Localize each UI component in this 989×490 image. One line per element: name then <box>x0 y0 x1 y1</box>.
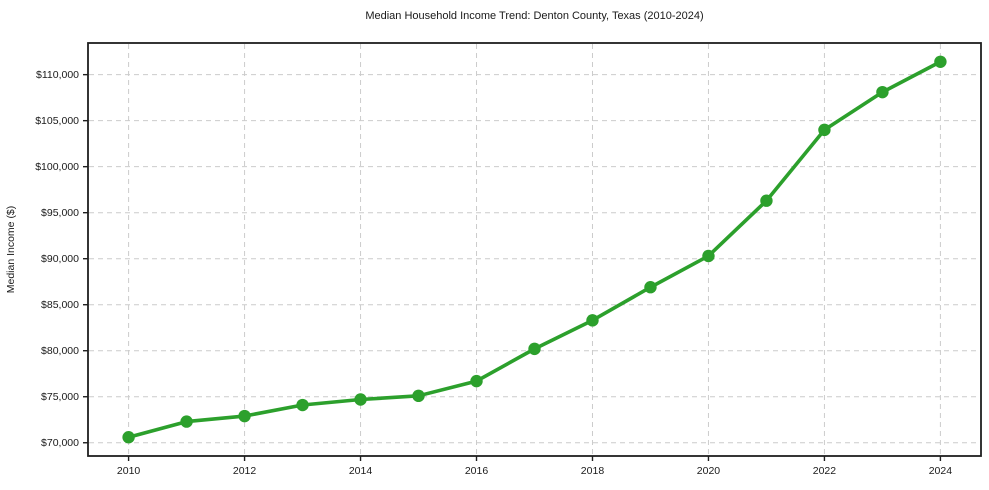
data-point <box>296 398 309 412</box>
x-tick-label: 2014 <box>349 465 373 477</box>
y-tick-label: $80,000 <box>41 345 79 357</box>
y-tick-label: $90,000 <box>41 253 79 265</box>
data-point <box>238 409 251 423</box>
plot-border <box>87 42 982 457</box>
y-tick-label: $75,000 <box>41 391 79 403</box>
data-point <box>702 249 715 263</box>
x-tick-label: 2018 <box>581 465 605 477</box>
x-tick-label: 2010 <box>117 465 141 477</box>
data-point <box>470 374 483 388</box>
data-point <box>818 123 831 137</box>
y-tick-label: $110,000 <box>36 69 79 81</box>
data-point <box>644 281 657 294</box>
income-trend-line <box>126 59 943 440</box>
x-tick-label: 2016 <box>465 465 489 477</box>
data-point <box>122 431 135 444</box>
data-point <box>760 194 773 207</box>
y-tick-label: $85,000 <box>41 299 79 311</box>
data-point <box>412 389 425 403</box>
y-tick-label: $95,000 <box>41 207 79 219</box>
x-tick-label: 2012 <box>233 465 257 477</box>
data-point <box>586 314 599 327</box>
x-tick-label: 2024 <box>929 465 953 477</box>
y-axis-label: Median Income ($) <box>5 206 17 294</box>
data-point <box>180 415 193 428</box>
data-point <box>876 85 889 99</box>
chart-title: Median Household Income Trend: Denton Co… <box>365 10 704 22</box>
x-tick-label: 2020 <box>697 465 721 477</box>
x-tick-label: 2022 <box>813 465 837 477</box>
y-tick-label: $100,000 <box>35 161 79 173</box>
data-point <box>528 342 541 356</box>
y-tick-label: $105,000 <box>35 115 79 127</box>
data-point <box>354 393 367 406</box>
data-point <box>934 55 947 68</box>
y-tick-label: $70,000 <box>41 437 79 449</box>
